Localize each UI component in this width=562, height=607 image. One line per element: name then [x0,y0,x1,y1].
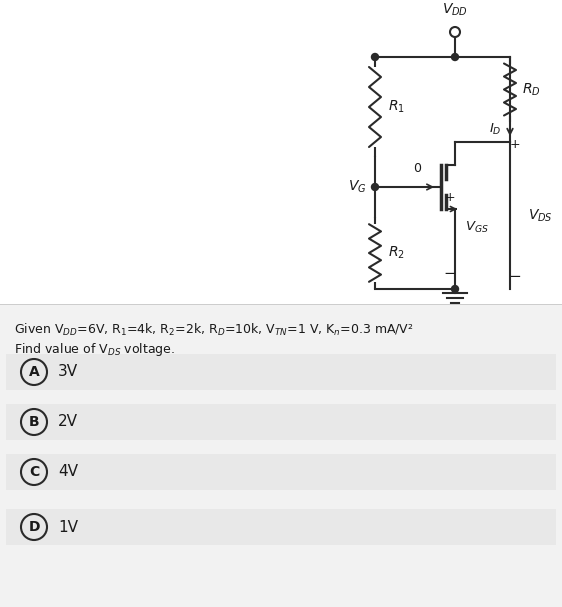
Text: Find value of V$_{DS}$ voltage.: Find value of V$_{DS}$ voltage. [14,342,175,359]
Text: $V_{DD}$: $V_{DD}$ [442,2,468,18]
Text: −: − [443,266,456,281]
Text: $R_D$: $R_D$ [522,81,541,98]
Text: Given V$_{DD}$=6V, R$_1$=4k, R$_2$=2k, R$_D$=10k, V$_{TN}$=1 V, K$_n$=0.3 mA/V²: Given V$_{DD}$=6V, R$_1$=4k, R$_2$=2k, R… [14,322,414,337]
Circle shape [371,53,378,61]
Text: $I_D$: $I_D$ [490,122,502,137]
Text: $R_2$: $R_2$ [388,245,405,261]
Bar [6,454,556,490]
Text: 1V: 1V [58,520,78,535]
Bar [0,0,562,304]
Text: $V_{GS}$: $V_{GS}$ [465,220,489,234]
Bar [6,404,556,440]
Circle shape [371,183,378,191]
Text: $R_1$: $R_1$ [388,99,405,115]
Text: 0: 0 [413,162,421,175]
Text: B: B [29,415,39,429]
Circle shape [451,53,459,61]
Bar [0,304,562,607]
Text: D: D [28,520,40,534]
Text: C: C [29,465,39,479]
Text: $V_{DS}$: $V_{DS}$ [528,208,553,224]
Circle shape [451,285,459,293]
Text: 2V: 2V [58,415,78,430]
Text: 3V: 3V [58,364,78,379]
Text: $V_G$: $V_G$ [348,179,367,195]
Text: +: + [510,138,520,151]
Text: +: + [445,191,455,204]
Text: A: A [29,365,39,379]
Text: 4V: 4V [58,464,78,480]
Bar [6,509,556,545]
Bar [6,354,556,390]
Text: −: − [509,269,522,284]
